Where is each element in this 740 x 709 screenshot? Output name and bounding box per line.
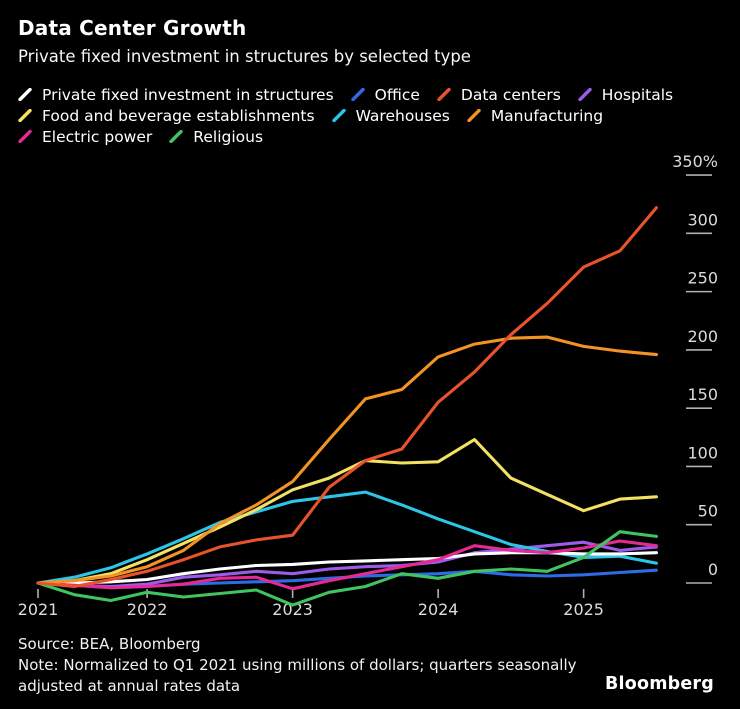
legend-slash-icon (169, 130, 183, 143)
legend-row: Electric power Religious (18, 126, 673, 147)
chart-header: Data Center Growth Private fixed investm… (18, 16, 471, 66)
chart-legend: Private fixed investment in structures Of… (18, 84, 673, 147)
legend-label: Data centers (460, 85, 561, 104)
series-line-manufacturing (36, 335, 658, 585)
series-line-food-and-beverage-establishments (36, 438, 658, 585)
page-title: Data Center Growth (18, 16, 247, 40)
bloomberg-logo: Bloomberg (605, 674, 714, 694)
series-line-electric-power (36, 539, 658, 591)
legend-item: Food and beverage establishments (18, 107, 315, 125)
legend-slash-icon (578, 88, 592, 101)
legend-item: Religious (169, 128, 263, 146)
legend-row: Private fixed investment in structures Of… (18, 84, 673, 105)
y-axis-label: 100 (687, 443, 718, 462)
chart-area: 0 50 100 150 200 250 300 350% 2021 2022 2023 2024 20… (0, 140, 740, 620)
legend-item: Private fixed investment in structures (18, 86, 334, 104)
legend-label: Office (374, 85, 420, 104)
legend-slash-icon (18, 88, 32, 101)
legend-slash-icon (467, 109, 481, 122)
series-line-data-centers (36, 206, 658, 589)
legend-item: Electric power (18, 128, 152, 146)
legend-slash-icon (18, 130, 32, 143)
x-axis-label: 2023 (272, 600, 313, 619)
legend-label: Religious (193, 127, 264, 146)
legend-slash-icon (18, 109, 32, 122)
legend-label: Electric power (42, 127, 153, 146)
y-axis-label: 150 (687, 385, 718, 404)
x-axis-label: 2024 (418, 600, 459, 619)
legend-label: Manufacturing (490, 106, 604, 125)
y-axis-label: 50 (698, 502, 718, 521)
legend-label: Hospitals (601, 85, 674, 104)
source-text: Source: BEA, Bloomberg (18, 635, 201, 653)
legend-item: Data centers (437, 86, 561, 104)
x-axis-label: 2025 (563, 600, 604, 619)
legend-row: Food and beverage establishments Warehous… (18, 105, 673, 126)
x-axis-label: 2021 (18, 600, 59, 619)
series-line-religious (36, 530, 658, 607)
chart-subtitle: Private fixed investment in structures b… (18, 47, 471, 66)
legend-item: Manufacturing (467, 107, 603, 125)
legend-slash-icon (350, 88, 365, 101)
y-axis-label: 200 (687, 327, 718, 346)
legend-label: Food and beverage establishments (42, 106, 315, 125)
legend-label: Private fixed investment in structures (42, 85, 334, 104)
legend-item: Hospitals (578, 86, 673, 104)
legend-label: Warehouses (355, 106, 450, 125)
line-chart: 0 50 100 150 200 250 300 350% 2021 2022 2023 2024 20… (18, 152, 718, 619)
series-line-hospitals (36, 540, 658, 589)
y-axis-label: 350% (672, 152, 718, 171)
legend-slash-icon (331, 109, 346, 122)
y-axis-label: 0 (708, 560, 718, 579)
legend-item: Warehouses (331, 106, 450, 125)
y-axis-label: 250 (687, 269, 718, 288)
note-text: Note: Normalized to Q1 2021 using millio… (18, 656, 577, 695)
y-axis-label: 300 (687, 210, 718, 229)
x-axis-label: 2022 (127, 600, 168, 619)
chart-footer: Source: BEA, Bloomberg Note: Normalized … (18, 634, 638, 697)
legend-slash-icon (437, 88, 451, 101)
legend-item: Office (350, 85, 420, 104)
